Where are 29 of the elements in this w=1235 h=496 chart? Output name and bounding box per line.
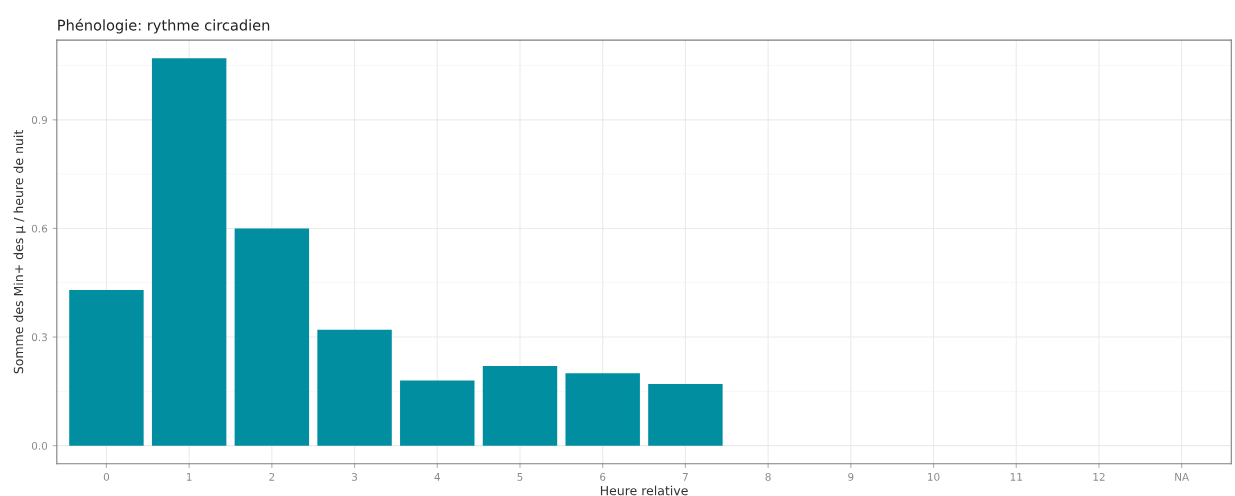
x-tick-label: 8 <box>765 472 771 481</box>
x-tick-label: 0 <box>103 472 110 481</box>
bar <box>400 380 475 446</box>
bar <box>482 366 558 446</box>
x-tick-label: 10 <box>928 472 940 481</box>
x-tick-label: NA <box>1175 473 1190 481</box>
bar <box>234 228 310 446</box>
x-tick-label: 3 <box>352 472 358 481</box>
x-tick-label: 7 <box>682 473 688 481</box>
bar <box>648 384 723 446</box>
x-tick-label: 1 <box>186 473 192 481</box>
x-axis-title: Heure relative <box>600 485 688 496</box>
y-tick-label: 0.9 <box>31 116 48 124</box>
bar <box>69 289 144 446</box>
x-tick-label: 5 <box>517 473 523 481</box>
y-tick-label: 0.3 <box>31 333 47 342</box>
chart-title: Phénologie: rythme circadien <box>58 18 270 34</box>
y-axis-title: Somme des Min+ des µ / heure de nuit <box>13 130 26 374</box>
bar <box>151 58 227 446</box>
x-tick-label: 12 <box>1093 472 1105 481</box>
y-tick-label: 0.6 <box>31 224 48 233</box>
x-tick-label: 9 <box>848 472 854 481</box>
x-tick-label: 6 <box>600 472 606 481</box>
y-tick-label: 0.0 <box>31 441 48 450</box>
x-tick-label: 11 <box>1010 473 1022 481</box>
x-tick-label: 4 <box>434 473 441 481</box>
bar <box>317 329 392 446</box>
bar <box>565 373 640 446</box>
x-tick-label: 2 <box>269 472 275 481</box>
